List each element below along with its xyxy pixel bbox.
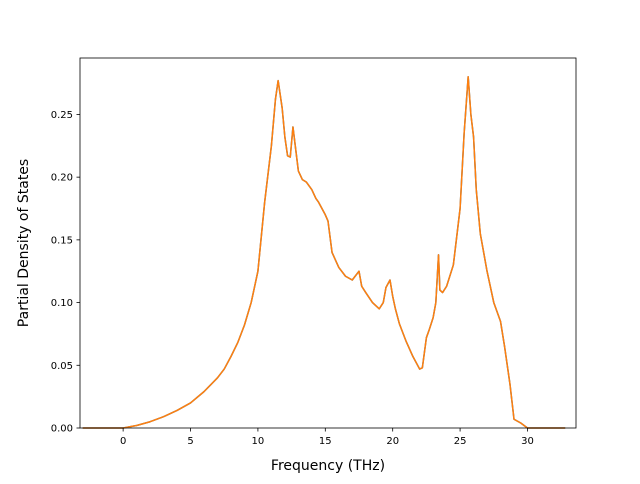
y-axis-label: Partial Density of States [16, 159, 32, 327]
y-tick-label: 0.25 [51, 110, 73, 121]
series-line-2 [82, 76, 566, 429]
x-tick-label: 5 [187, 436, 193, 447]
y-tick-label: 0.15 [51, 235, 73, 246]
y-tick-label: 0.20 [51, 173, 73, 184]
x-axis-ticks: 0 5 10 15 20 25 30 [120, 428, 534, 447]
x-tick-label: 10 [252, 436, 265, 447]
y-tick-label: 0.10 [51, 298, 73, 309]
x-tick-label: 15 [319, 436, 332, 447]
x-tick-label: 25 [454, 436, 467, 447]
x-tick-label: 0 [120, 436, 126, 447]
plot-frame [79, 57, 577, 429]
y-axis-ticks: 0.00 0.05 0.10 0.15 0.20 0.25 [51, 110, 80, 435]
y-tick-label: 0.05 [51, 361, 73, 372]
x-tick-label: 30 [521, 436, 534, 447]
x-axis-label: Frequency (THz) [271, 458, 385, 474]
x-tick-label: 20 [386, 436, 399, 447]
series-layer [82, 76, 566, 429]
y-tick-label: 0.00 [51, 424, 73, 435]
